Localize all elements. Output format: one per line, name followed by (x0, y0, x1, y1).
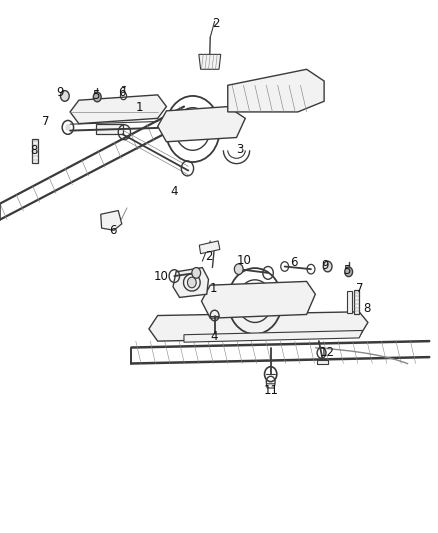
Polygon shape (347, 291, 352, 313)
Text: 5: 5 (343, 264, 350, 277)
Text: 2: 2 (205, 251, 213, 263)
Polygon shape (101, 211, 122, 230)
Polygon shape (317, 360, 328, 364)
Circle shape (60, 91, 69, 101)
Text: 8: 8 (364, 302, 371, 314)
Circle shape (187, 277, 196, 288)
Circle shape (323, 261, 332, 272)
Text: 10: 10 (154, 270, 169, 282)
Text: 10: 10 (237, 254, 252, 266)
Polygon shape (199, 54, 221, 69)
Text: 5: 5 (92, 90, 99, 102)
Circle shape (234, 264, 243, 274)
Polygon shape (149, 312, 368, 341)
Circle shape (192, 268, 201, 278)
Text: 4: 4 (170, 185, 178, 198)
Polygon shape (354, 290, 359, 314)
Text: 1: 1 (135, 101, 143, 114)
Text: 6: 6 (118, 86, 126, 99)
Text: 3: 3 (237, 143, 244, 156)
Text: 4: 4 (210, 330, 218, 343)
Polygon shape (158, 107, 245, 142)
Polygon shape (199, 241, 220, 254)
Circle shape (186, 120, 200, 138)
Text: 6: 6 (109, 224, 117, 237)
Text: 11: 11 (263, 384, 278, 397)
Polygon shape (184, 330, 363, 342)
Polygon shape (266, 384, 275, 388)
Polygon shape (96, 124, 123, 134)
Text: 8: 8 (31, 144, 38, 157)
Circle shape (345, 267, 353, 277)
Text: 7: 7 (356, 282, 364, 295)
Text: 2: 2 (212, 18, 219, 30)
Text: 6: 6 (290, 256, 298, 269)
Text: 7: 7 (42, 115, 50, 128)
Circle shape (65, 124, 71, 131)
Text: 12: 12 (320, 346, 335, 359)
Polygon shape (201, 281, 315, 318)
Polygon shape (228, 69, 324, 112)
Text: 1: 1 (210, 282, 218, 295)
Polygon shape (32, 139, 38, 163)
Circle shape (248, 293, 262, 310)
Circle shape (93, 92, 101, 102)
Polygon shape (173, 268, 208, 297)
Text: 9: 9 (57, 86, 64, 99)
Polygon shape (70, 95, 166, 124)
Text: 9: 9 (321, 259, 329, 272)
